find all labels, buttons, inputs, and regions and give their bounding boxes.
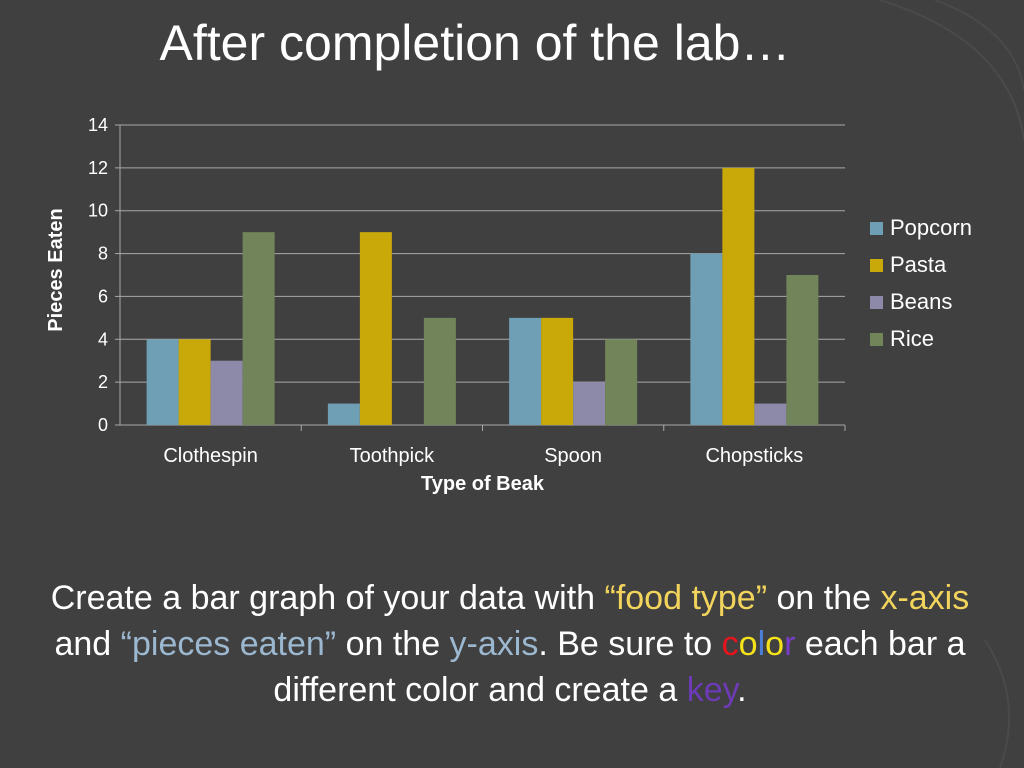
color-letter-o2: o <box>765 625 785 663</box>
color-letter-l: l <box>757 625 766 663</box>
legend-label-beans: Beans <box>890 289 952 314</box>
legend-swatch-beans <box>870 296 883 309</box>
food-type-highlight: “food type” <box>604 579 768 617</box>
bar-pasta-chopsticks <box>722 167 755 425</box>
bar-popcorn-toothpick <box>327 403 360 425</box>
y-axis-title: Pieces Eaten <box>45 208 67 331</box>
bar-rice-clothespin <box>242 232 275 425</box>
instructions-part-3: and <box>54 625 121 663</box>
bar-chart: 0 2 4 6 8 10 12 14 Clothespin Toothpick Spoon Chops… <box>45 115 972 495</box>
y-tick-label: 8 <box>98 244 108 264</box>
bar-pasta-toothpick <box>359 232 392 425</box>
instructions-text: Create a bar graph of your data with “fo… <box>20 575 1000 713</box>
slide-title: After completion of the lab… <box>159 15 791 71</box>
y-tick-label: 4 <box>98 329 108 349</box>
bar-beans-chopsticks <box>754 403 787 425</box>
instructions-part-4: on the <box>336 625 450 663</box>
x-axis-highlight: x-axis <box>880 579 970 617</box>
y-tick-label: 6 <box>98 286 108 306</box>
y-tick-label: 10 <box>88 201 108 221</box>
bar-rice-chopsticks <box>786 275 819 425</box>
legend-swatch-rice <box>870 333 883 346</box>
instructions-part-1: Create a bar graph of your data with <box>50 579 605 617</box>
instructions-part-7: . <box>737 671 747 709</box>
x-axis-title: Type of Beak <box>421 473 545 495</box>
bar-beans-spoon <box>573 382 606 425</box>
x-tick-label: Chopsticks <box>705 445 803 467</box>
y-axis-highlight: y-axis <box>449 625 539 663</box>
legend-label-pasta: Pasta <box>890 252 947 277</box>
legend-swatch-popcorn <box>870 222 883 235</box>
color-letter-r: r <box>784 625 796 663</box>
pieces-eaten-highlight: “pieces eaten” <box>120 625 337 663</box>
instructions-part-6: each bar a different color and create a <box>273 625 966 709</box>
bar-popcorn-spoon <box>509 317 542 425</box>
bar-rice-toothpick <box>423 317 456 425</box>
bar-popcorn-clothespin <box>146 339 179 425</box>
legend-label-rice: Rice <box>890 326 934 351</box>
bar-pasta-clothespin <box>178 339 211 425</box>
key-highlight: key <box>686 671 738 709</box>
instructions-part-5: . Be sure to <box>538 625 722 663</box>
color-letter-c: c <box>721 625 739 663</box>
y-tick-label: 12 <box>88 158 108 178</box>
bar-rice-spoon <box>605 339 638 425</box>
instructions-part-2: on the <box>767 579 881 617</box>
bar-popcorn-chopsticks <box>690 253 723 425</box>
color-letter-o1: o <box>738 625 758 663</box>
y-tick-label: 2 <box>98 372 108 392</box>
x-tick-label: Spoon <box>544 445 602 467</box>
legend-swatch-pasta <box>870 259 883 272</box>
x-tick-label: Toothpick <box>350 445 435 467</box>
x-tick-label: Clothespin <box>163 445 258 467</box>
bar-beans-clothespin <box>210 360 243 425</box>
bar-pasta-spoon <box>541 317 574 425</box>
y-tick-label: 14 <box>88 115 108 135</box>
legend-label-popcorn: Popcorn <box>890 215 972 240</box>
y-tick-label: 0 <box>98 415 108 435</box>
